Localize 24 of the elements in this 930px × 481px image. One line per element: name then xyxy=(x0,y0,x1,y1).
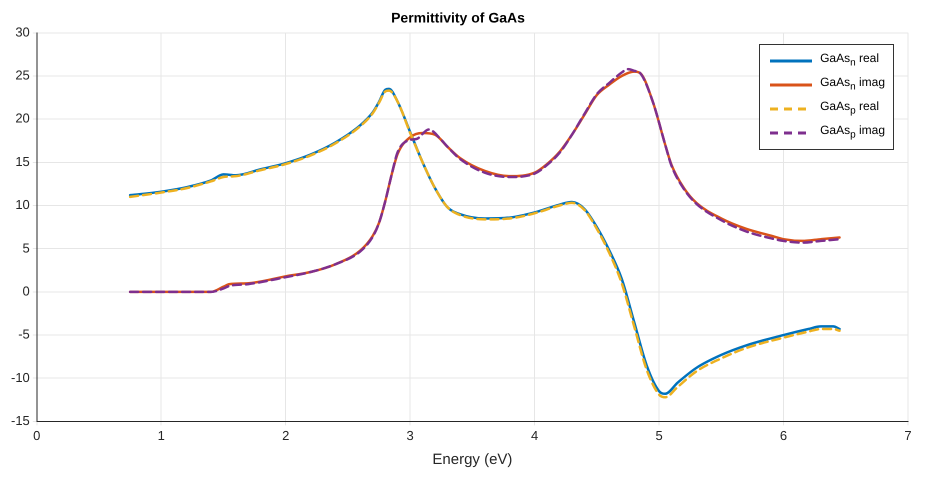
y-tick-label: 15 xyxy=(15,154,30,169)
x-tick-label: 4 xyxy=(531,428,538,443)
x-tick-label: 1 xyxy=(158,428,165,443)
x-tick-label: 3 xyxy=(406,428,414,443)
y-tick-label: 30 xyxy=(15,24,30,40)
legend-label: GaAs$_{n}$ real xyxy=(820,50,879,71)
legend-label: GaAs$_{p}$ real xyxy=(820,98,879,119)
x-axis-title: Energy (eV) xyxy=(432,451,512,468)
y-tick-label: 0 xyxy=(22,283,30,298)
y-tick-label: -5 xyxy=(18,326,30,342)
y-tick-label: 5 xyxy=(22,240,30,256)
y-tick-label: -15 xyxy=(10,412,30,428)
x-tick-label: 7 xyxy=(904,428,912,443)
x-tick-label: 6 xyxy=(780,428,788,443)
y-tick-label: -10 xyxy=(10,370,30,385)
legend-label: GaAs$_{p}$ imag xyxy=(820,122,885,143)
y-tick-label: 25 xyxy=(15,68,30,83)
x-tick-label: 5 xyxy=(655,428,663,443)
x-tick-label: 2 xyxy=(282,428,290,443)
chart-title: Permittivity of GaAs xyxy=(391,9,526,26)
y-tick-label: 20 xyxy=(15,110,30,126)
y-tick-label: 10 xyxy=(15,197,30,212)
x-tick-label: 0 xyxy=(33,428,40,443)
legend-label: GaAs$_{n}$ imag xyxy=(820,74,885,95)
